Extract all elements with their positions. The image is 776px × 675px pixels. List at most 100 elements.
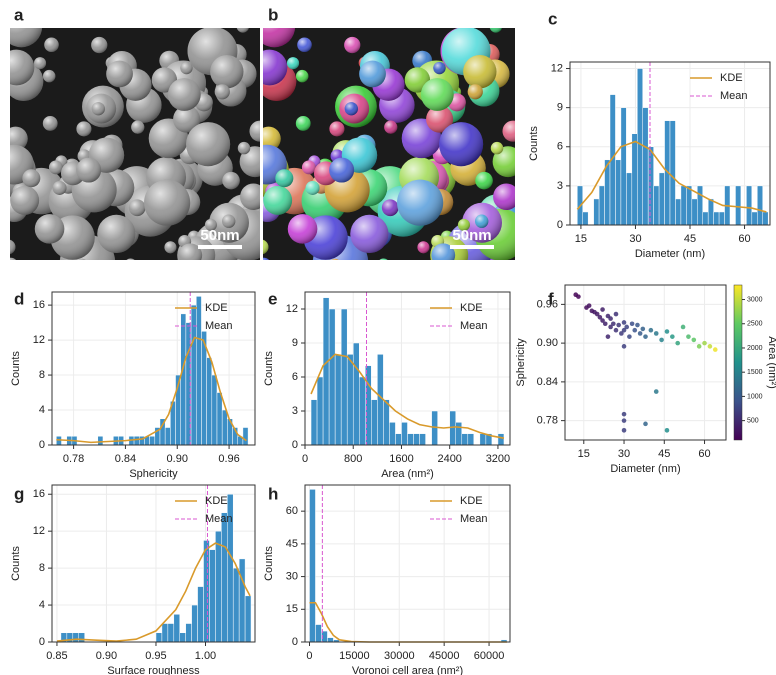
bar [593,198,600,226]
y-tick-label: 0.84 [537,376,558,388]
panel-label: c [548,9,557,28]
sphere-shade [222,214,236,228]
bar [185,623,192,643]
sphere-shade [297,37,312,53]
sphere-shade [22,169,41,188]
sphere-shade [173,105,201,133]
x-tick-label: 0.95 [145,650,166,662]
colorbar-tick-label: 2000 [747,345,763,352]
point [594,311,600,317]
sphere-shade [475,171,493,190]
legend-label: KDE [205,495,228,507]
x-tick-label: 0.90 [96,650,117,662]
y-tick-label: 12 [33,334,45,346]
y-tick-label: 12 [33,525,45,537]
y-tick-label: 9 [557,102,563,114]
point [664,329,670,334]
point [702,340,707,346]
sphere-shade [490,141,504,155]
point [691,337,697,343]
legend-label: KDE [460,495,483,507]
x-axis-label: Diameter (nm) [635,248,705,260]
kde-line [310,353,505,439]
sphere-shade [263,239,269,255]
bar [327,637,334,643]
y-axis-label: Counts [10,351,22,386]
bar [762,211,769,226]
point [600,307,605,312]
colorbar-tick-label: 3000 [747,296,763,303]
colorbar-tick-label: 1000 [747,393,763,400]
colorbar [733,284,743,441]
bar [133,436,140,446]
sphere [126,258,135,260]
sphere-shade [426,105,454,133]
bar [211,374,218,446]
y-tick-label: 3 [557,180,563,192]
panel-label: f [548,289,554,308]
sphere-shade [34,214,65,244]
bar [244,595,252,643]
sphere-shade [222,171,240,190]
x-tick-label: 45000 [429,650,460,662]
sphere-shade [384,120,398,134]
bar [179,632,186,643]
y-axis-label: Counts [263,351,275,386]
bar [215,530,222,643]
x-tick-label: 0.84 [115,453,136,465]
colorbar-tick-label: 2500 [747,321,763,328]
sphere-shade [467,84,483,100]
bar [203,540,210,643]
sphere-shade [76,121,92,137]
bar [206,357,213,446]
legend-label: Mean [205,513,233,525]
point [640,326,646,332]
sphere-shade [475,214,489,228]
bar [419,433,426,446]
x-tick-label: 45 [658,448,670,460]
sphere-shade [263,185,293,215]
bar [371,399,378,446]
point [608,316,613,321]
bar [757,185,763,226]
sphere-shade [164,241,177,254]
x-tick-label: 15000 [339,650,370,662]
bar [620,107,627,226]
point [675,340,680,346]
point [643,421,648,427]
legend-label: Mean [205,320,233,332]
sphere-shade [249,120,260,142]
x-axis-label: Surface roughness [107,665,200,675]
sphere-shade [359,60,386,88]
y-tick-label: 4 [39,404,45,416]
bar [346,354,354,446]
bar [232,567,240,643]
bar [653,185,660,226]
bar [209,549,216,643]
bar [598,185,605,226]
panel-label: h [268,484,278,503]
bar [735,185,742,226]
x-tick-label: 3200 [486,453,510,465]
x-tick-label: 30000 [384,650,415,662]
point [605,334,611,339]
legend-label: KDE [205,302,228,314]
bar [72,632,79,643]
sphere-shade [48,160,63,175]
sphere-shade [344,102,358,116]
colorbar-label: Area (nm²) [766,336,776,389]
sphere-shade [91,36,108,54]
sphere-shade [275,169,294,188]
bar [707,198,714,226]
sphere-shade [329,157,355,183]
point [616,322,621,328]
bar [316,376,324,446]
x-tick-label: 30 [618,448,630,460]
bar [173,614,180,643]
bar [310,399,318,446]
point [648,327,654,333]
bar [658,172,665,226]
bar [746,185,753,226]
x-tick-label: 0 [302,453,308,465]
spheres-colored [263,28,515,260]
